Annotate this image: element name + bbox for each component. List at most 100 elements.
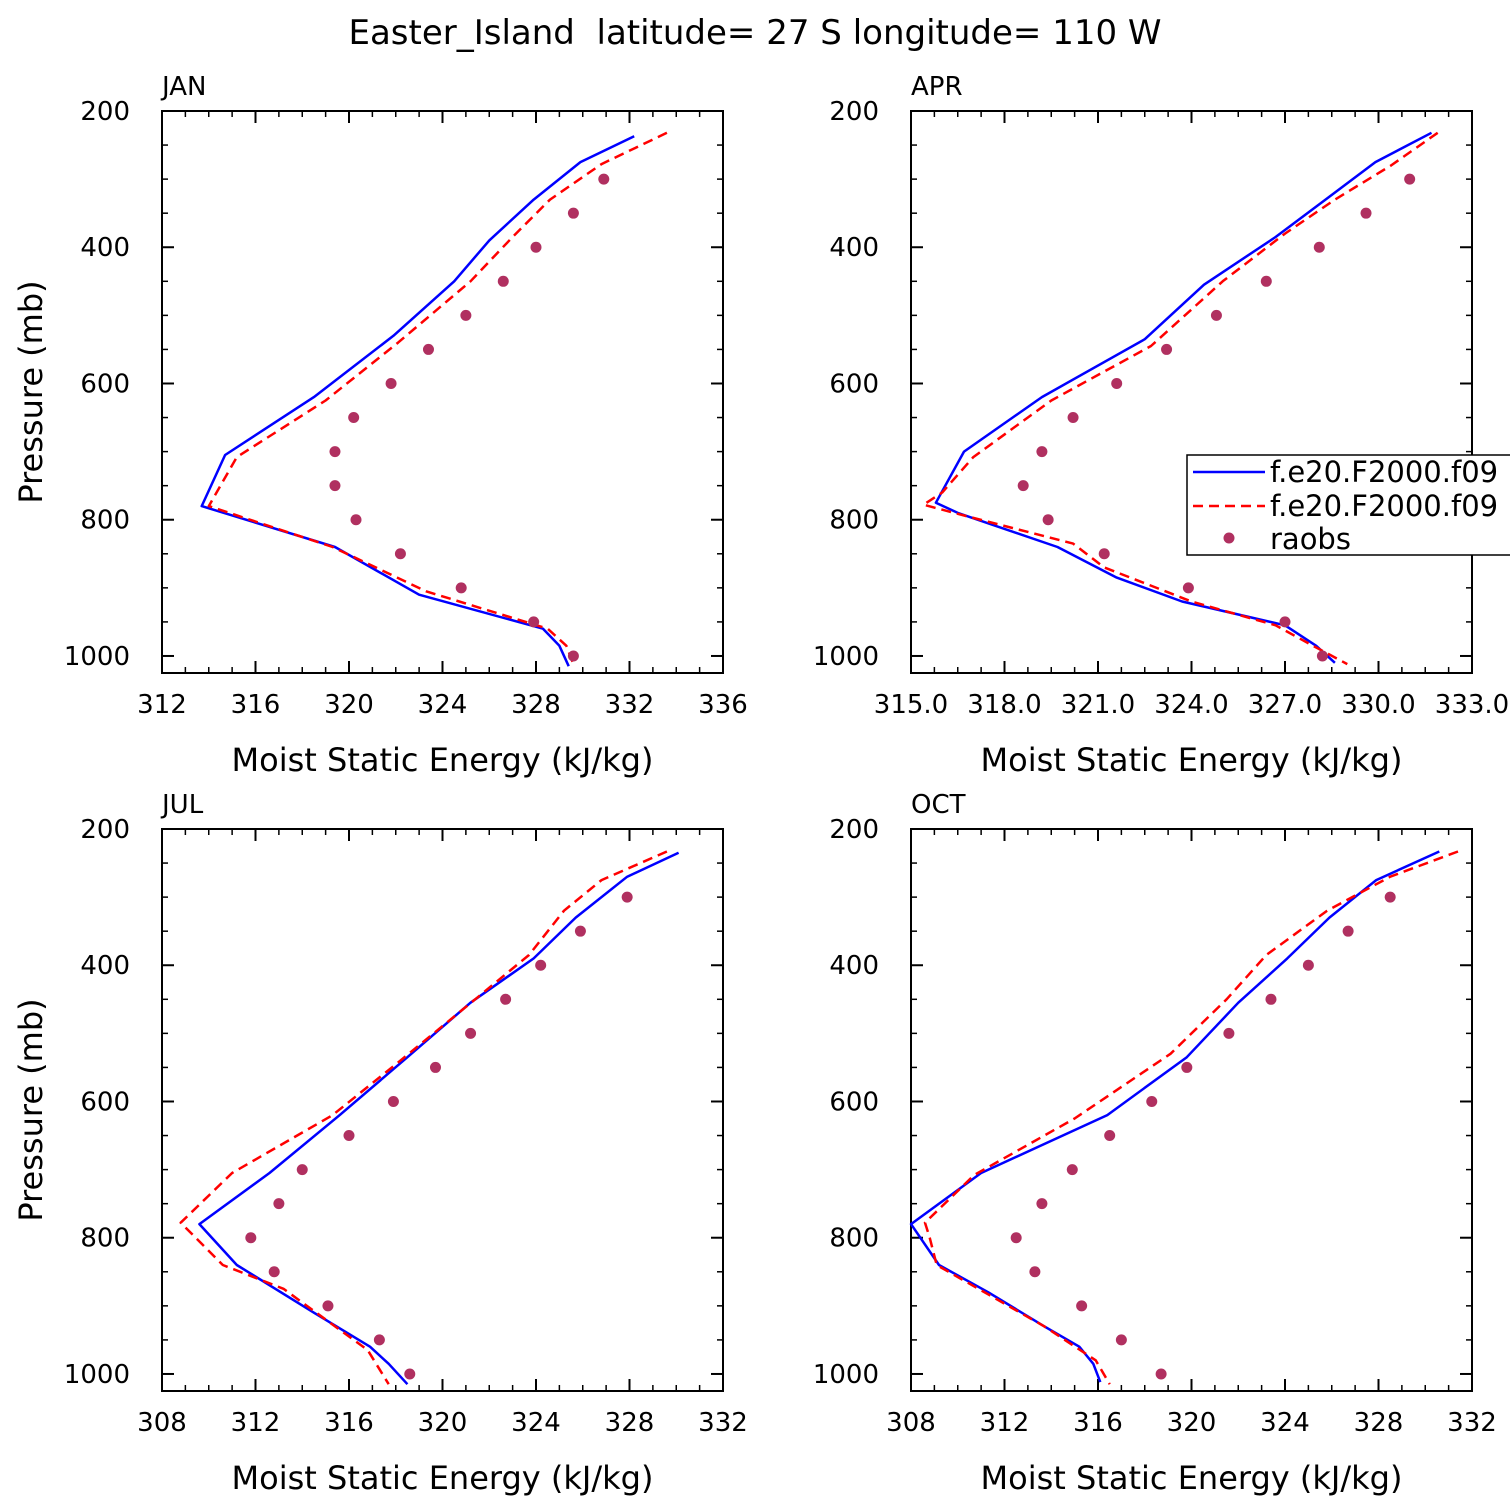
y-tick-label: 1000: [813, 642, 879, 672]
raobs-point: [1384, 891, 1396, 903]
plot-frame: [910, 828, 1473, 1392]
x-tick-label: 318.0: [967, 690, 1041, 720]
raobs-point: [1404, 173, 1416, 185]
raobs-point: [500, 993, 512, 1005]
y-tick-label: 800: [80, 506, 130, 536]
x-tick-label: 332: [1447, 1408, 1497, 1438]
raobs-point: [1313, 241, 1325, 253]
raobs-point: [373, 1334, 385, 1346]
raobs-point: [530, 241, 542, 253]
panel-label: APR: [911, 72, 963, 102]
x-tick-label: 312: [980, 1408, 1030, 1438]
x-axis-label: Moist Static Energy (kJ/kg): [232, 741, 654, 779]
raobs-point: [1066, 1164, 1078, 1176]
x-tick-label: 315.0: [874, 690, 948, 720]
x-tick-label: 332: [605, 690, 655, 720]
x-tick-label: 320: [324, 690, 374, 720]
series-model-dashed-line: [923, 850, 1459, 1385]
raobs-point: [1342, 925, 1354, 937]
y-tick-label: 800: [829, 1224, 879, 1254]
raobs-point: [329, 446, 341, 458]
series-raobs: [245, 891, 633, 1380]
raobs-point: [1181, 1061, 1193, 1073]
x-tick-label: 328: [511, 690, 561, 720]
y-tick-label: 400: [80, 233, 130, 263]
raobs-point: [350, 514, 362, 526]
y-tick-label: 800: [80, 1224, 130, 1254]
x-tick-label: 312: [231, 1408, 281, 1438]
x-tick-label: 330.0: [1341, 690, 1415, 720]
panel-label: JAN: [160, 72, 206, 102]
raobs-point: [1155, 1368, 1167, 1380]
raobs-point: [273, 1198, 285, 1210]
panel-jan: JAN 312 316 320 324 328 332 336 200 400 600 800 1000…: [12, 72, 748, 779]
series-model-solid-line: [200, 135, 635, 667]
raobs-point: [1104, 1130, 1116, 1142]
raobs-point: [1076, 1300, 1088, 1312]
raobs-point: [268, 1266, 280, 1278]
x-tick-label: 324: [418, 690, 468, 720]
raobs-point: [348, 412, 360, 424]
raobs-point: [245, 1232, 257, 1244]
raobs-point: [1036, 1198, 1048, 1210]
x-tick-label: 328: [605, 1408, 655, 1438]
raobs-point: [460, 309, 472, 321]
raobs-point: [1161, 343, 1173, 355]
y-tick-label: 400: [829, 233, 879, 263]
x-tick-label: 316: [1073, 1408, 1123, 1438]
raobs-point: [1010, 1232, 1022, 1244]
raobs-point: [429, 1061, 441, 1073]
y-tick-label: 400: [80, 951, 130, 981]
y-tick-label: 600: [80, 369, 130, 399]
legend-marker-raobs: [1223, 532, 1235, 544]
y-tick-label: 600: [80, 1087, 130, 1117]
plot-frame: [161, 110, 724, 674]
raobs-point: [1098, 548, 1110, 560]
raobs-point: [422, 343, 434, 355]
panel-apr: APR 315.0 318.0 321.0 324.0 327.0 330.0 333.0 20…: [813, 72, 1509, 779]
raobs-point: [1302, 959, 1314, 971]
y-tick-label: 600: [829, 369, 879, 399]
y-axis-label: Pressure (mb): [12, 280, 50, 503]
raobs-point: [1182, 582, 1194, 594]
series-model-dashed-line: [922, 131, 1439, 666]
y-tick-label: 200: [829, 97, 879, 127]
raobs-point: [465, 1027, 477, 1039]
y-tick-label: 600: [829, 1087, 879, 1117]
legend-label-1: f.e20.F2000.f09: [1270, 455, 1498, 489]
x-tick-label: 308: [137, 1408, 187, 1438]
raobs-point: [1260, 275, 1272, 287]
x-tick-label: 328: [1354, 1408, 1404, 1438]
raobs-point: [1316, 650, 1328, 662]
x-tick-label: 316: [231, 690, 281, 720]
panel-oct: OCT 308 312 316 320 324 328 332 200 400 600 800 1000…: [813, 790, 1497, 1497]
raobs-point: [1036, 446, 1048, 458]
legend-label-2: f.e20.F2000.f09: [1270, 489, 1498, 523]
series-model-dashed-line: [179, 850, 668, 1385]
raobs-point: [574, 925, 586, 937]
series-model-solid-line: [909, 850, 1440, 1383]
x-tick-label: 321.0: [1061, 690, 1135, 720]
raobs-point: [1279, 616, 1291, 628]
raobs-point: [329, 480, 341, 492]
panels: JAN 312 316 320 324 328 332 336 200 400 600 800 1000…: [12, 72, 1509, 1497]
series-model-dashed-line: [207, 131, 668, 665]
raobs-point: [387, 1095, 399, 1107]
y-tick-label: 1000: [64, 1360, 130, 1390]
raobs-point: [535, 959, 547, 971]
raobs-point: [385, 377, 397, 389]
raobs-point: [567, 207, 579, 219]
series-raobs: [329, 173, 610, 662]
y-tick-label: 200: [829, 815, 879, 845]
raobs-point: [1042, 514, 1054, 526]
series-model-solid-line: [934, 131, 1433, 664]
y-tick-label: 800: [829, 506, 879, 536]
raobs-point: [296, 1164, 308, 1176]
x-axis-label: Moist Static Energy (kJ/kg): [981, 1459, 1403, 1497]
raobs-point: [343, 1130, 355, 1142]
x-tick-label: 324: [1260, 1408, 1310, 1438]
x-tick-label: 316: [324, 1408, 374, 1438]
x-axis-label: Moist Static Energy (kJ/kg): [232, 1459, 654, 1497]
y-tick-label: 200: [80, 815, 130, 845]
x-tick-label: 333.0: [1435, 690, 1509, 720]
